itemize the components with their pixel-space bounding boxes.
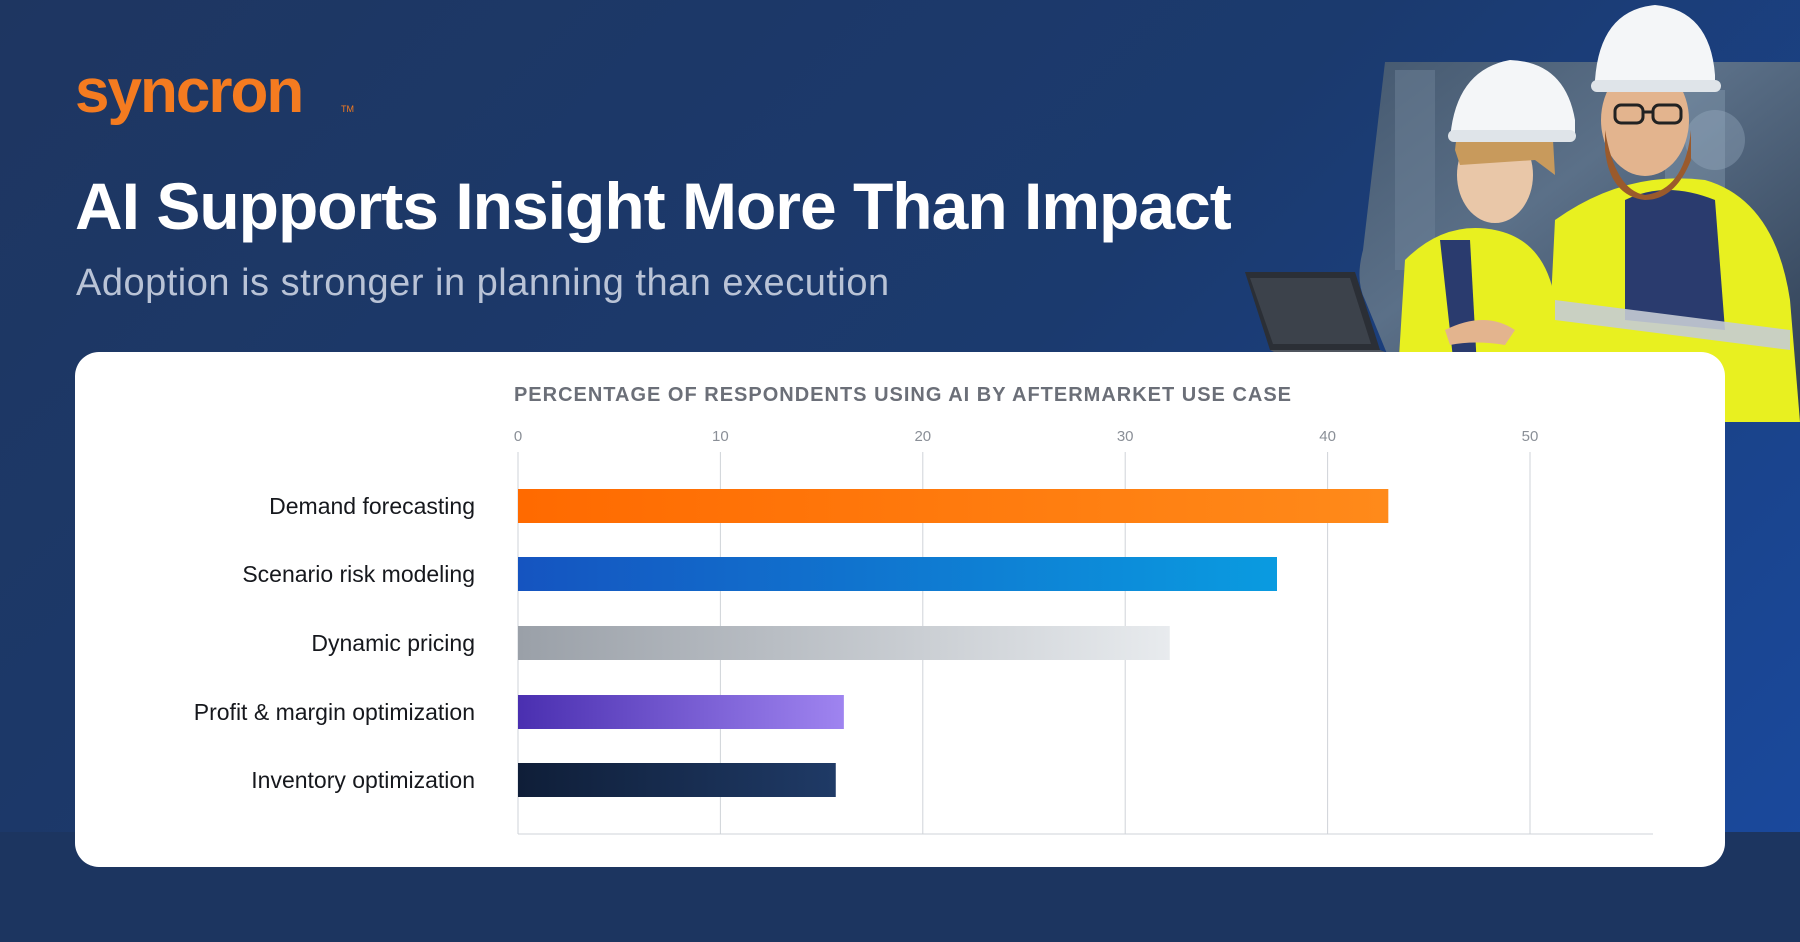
chart-card: PERCENTAGE OF RESPONDENTS USING AI BY AF… (75, 352, 1725, 867)
bar (518, 626, 1170, 660)
page-subtitle: Adoption is stronger in planning than ex… (76, 262, 890, 304)
syncron-logo: syncron TM (75, 60, 354, 126)
bar (518, 489, 1389, 523)
category-label: Scenario risk modeling (242, 561, 475, 587)
x-tick-label: 50 (1522, 428, 1539, 445)
svg-text:TM: TM (341, 104, 354, 114)
x-tick-label: 10 (712, 428, 729, 445)
bar (518, 763, 836, 797)
category-label: Profit & margin optimization (194, 699, 475, 725)
chart-title: PERCENTAGE OF RESPONDENTS USING AI BY AF… (514, 384, 1292, 406)
x-tick-label: 0 (514, 428, 522, 445)
bar-chart: PERCENTAGE OF RESPONDENTS USING AI BY AF… (194, 384, 1653, 835)
page-title: AI Supports Insight More Than Impact (75, 169, 1232, 243)
svg-text:syncron: syncron (75, 60, 302, 126)
bar (518, 557, 1277, 591)
bar (518, 695, 844, 729)
x-tick-label: 20 (914, 428, 931, 445)
x-tick-label: 30 (1117, 428, 1134, 445)
category-label: Inventory optimization (251, 767, 475, 793)
category-label: Demand forecasting (269, 493, 475, 519)
category-label: Dynamic pricing (311, 630, 475, 656)
x-tick-label: 40 (1319, 428, 1336, 445)
